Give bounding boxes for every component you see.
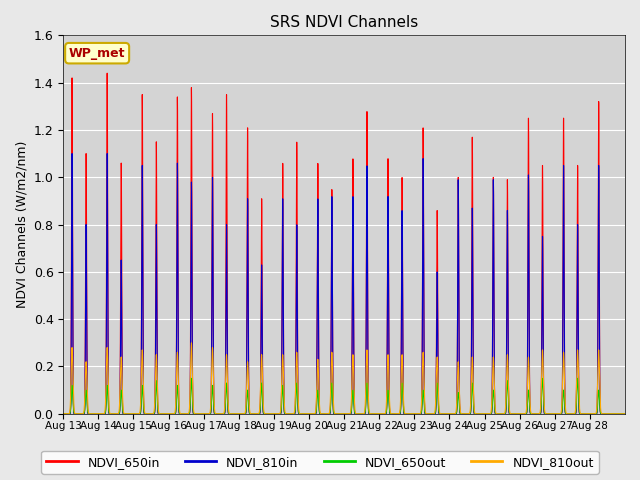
NDVI_650in [60,411,67,417]
NDVI_650in [476,411,484,417]
NDVI_650out [392,411,399,417]
NDVI_810in [392,411,399,417]
Line: NDVI_810out: NDVI_810out [63,343,625,414]
NDVI_810out [621,411,629,417]
NDVI_810in [60,411,67,417]
Legend: NDVI_650in, NDVI_810in, NDVI_650out, NDVI_810out: NDVI_650in, NDVI_810in, NDVI_650out, NDV… [41,451,599,474]
NDVI_810in [621,411,629,417]
NDVI_810in [417,411,424,417]
Line: NDVI_650out: NDVI_650out [63,378,625,414]
NDVI_810in [68,151,76,156]
Line: NDVI_650in: NDVI_650in [63,73,625,414]
NDVI_810out [476,411,484,417]
NDVI_810in [506,411,514,417]
NDVI_810out [88,411,95,417]
NDVI_650out [573,375,581,381]
NDVI_650out [60,411,67,417]
NDVI_810in [88,411,95,417]
NDVI_650in [621,411,629,417]
NDVI_650in [417,411,424,417]
NDVI_810out [417,410,424,416]
NDVI_810out [506,409,514,415]
NDVI_650out [506,410,513,416]
NDVI_650in [506,411,514,417]
NDVI_650in [615,411,623,417]
NDVI_650in [392,411,399,417]
NDVI_650in [103,70,111,76]
NDVI_810out [60,411,67,417]
Text: WP_met: WP_met [69,47,125,60]
NDVI_650out [263,411,271,417]
NDVI_810out [188,340,195,346]
NDVI_650out [416,411,424,417]
NDVI_650out [88,411,95,417]
NDVI_810in [615,411,623,417]
Line: NDVI_810in: NDVI_810in [63,154,625,414]
NDVI_810out [392,411,399,417]
NDVI_810in [263,411,271,417]
Y-axis label: NDVI Channels (W/m2/nm): NDVI Channels (W/m2/nm) [15,141,28,308]
NDVI_810out [263,411,271,417]
NDVI_650in [263,411,271,417]
Title: SRS NDVI Channels: SRS NDVI Channels [270,15,419,30]
NDVI_650out [476,411,484,417]
NDVI_650in [88,411,95,417]
NDVI_810in [476,411,484,417]
NDVI_650out [621,411,629,417]
